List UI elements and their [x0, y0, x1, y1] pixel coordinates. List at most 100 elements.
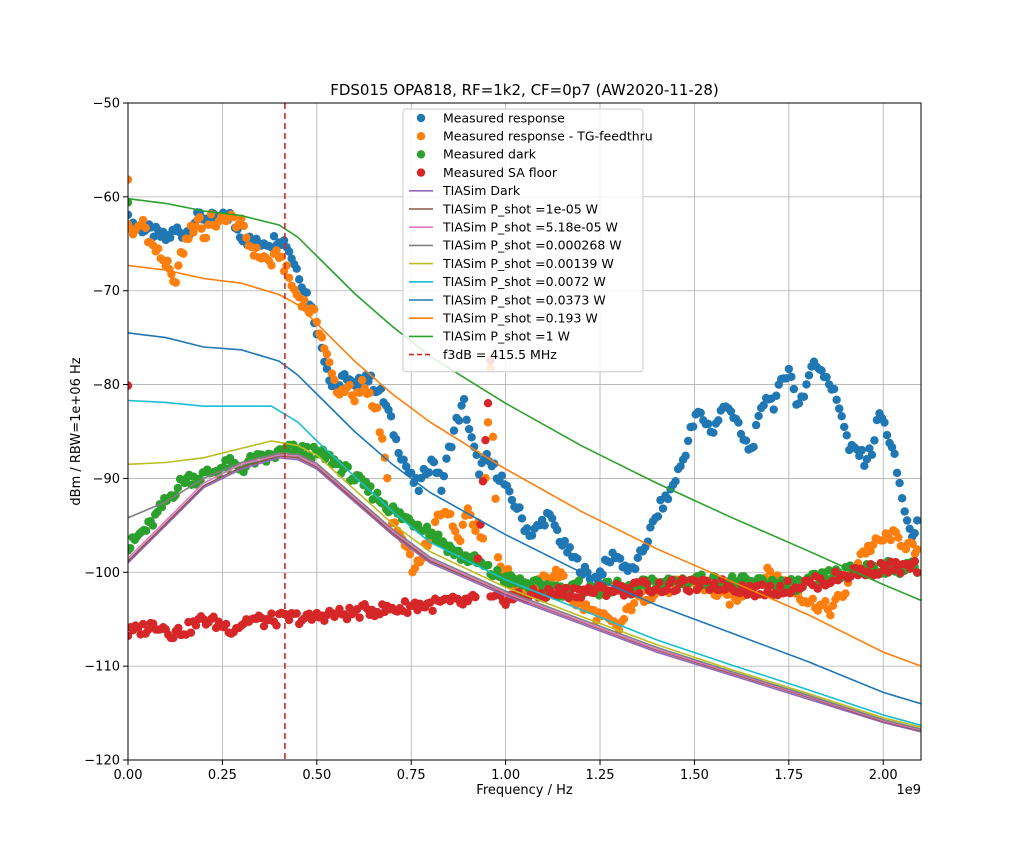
x-offset-label: 1e9	[896, 783, 921, 798]
y-tick-label: −100	[84, 566, 120, 581]
scatter-point	[429, 458, 439, 467]
legend-entry: TIASim P_shot =0.00139 W	[409, 256, 614, 271]
line-series-1	[128, 455, 921, 732]
scatter-point	[680, 576, 689, 585]
scatter-point	[478, 534, 488, 543]
legend-entry: TIASim P_shot =0.0072 W	[409, 274, 606, 289]
legend-entry: TIASim P_shot =1e-05 W	[409, 201, 598, 216]
scatter-point	[459, 394, 469, 404]
scatter-point	[913, 545, 921, 554]
y-tick-label: −70	[93, 284, 120, 299]
x-tick-label: 1.00	[491, 768, 520, 783]
scatter-point	[141, 223, 150, 233]
legend-marker	[416, 150, 426, 159]
line-series-6	[128, 332, 921, 705]
scatter-point	[451, 527, 460, 536]
scatter-point	[430, 517, 440, 527]
scatter-point	[808, 594, 817, 603]
legend-label: f3dB = 415.5 MHz	[443, 347, 557, 362]
scatter-point	[676, 462, 685, 471]
scatter-point	[191, 621, 201, 630]
scatter-point	[817, 366, 826, 375]
scatter-point	[334, 459, 343, 468]
scatter-point	[615, 554, 625, 563]
scatter-point	[695, 582, 704, 591]
legend-label: Measured response - TG-feedthru	[443, 129, 653, 144]
scatter-point	[267, 261, 276, 270]
scatter-point	[896, 568, 905, 578]
scatter-point	[447, 443, 456, 452]
scatter-point	[769, 405, 778, 414]
scatter-point	[166, 233, 175, 242]
scatter-point	[908, 539, 917, 549]
scatter-point	[407, 468, 416, 478]
scatter-point	[491, 494, 500, 503]
scatter-point	[437, 486, 446, 496]
legend-label: TIASim P_shot =0.0373 W	[442, 292, 606, 307]
scatter-point	[507, 495, 517, 505]
scatter-point	[457, 401, 466, 410]
line-series-4	[128, 440, 921, 728]
scatter-point	[327, 369, 337, 378]
scatter-point	[784, 364, 794, 374]
y-tick-label: −90	[93, 472, 120, 487]
legend-entry: TIASim P_shot =0.000268 W	[409, 238, 622, 253]
scatter-point	[882, 430, 892, 440]
scatter-point	[471, 526, 480, 535]
scatter-point	[186, 628, 196, 637]
scatter-point	[174, 623, 183, 633]
y-tick-label: −110	[84, 660, 120, 675]
scatter-point	[173, 483, 183, 493]
scatter-point	[378, 434, 387, 443]
line-series-5	[128, 399, 921, 727]
scatter-point	[467, 433, 476, 442]
scatter-point	[631, 564, 640, 574]
scatter-point	[439, 471, 449, 481]
x-tick-label: 0.50	[302, 768, 331, 783]
scatter-point	[554, 583, 563, 593]
y-tick-label: −120	[84, 754, 120, 769]
scatter-point	[391, 434, 401, 444]
line-series-3	[128, 452, 921, 730]
scatter-point	[672, 585, 682, 595]
scatter-point	[462, 415, 471, 425]
scatter-point	[169, 633, 178, 643]
scatter-point	[822, 372, 831, 382]
scatter-point	[813, 584, 822, 593]
scatter-point	[667, 575, 676, 585]
scatter-point	[789, 384, 799, 394]
x-tick-label: 1.75	[774, 768, 803, 783]
scatter-point	[493, 565, 502, 575]
scatter-point	[865, 444, 874, 453]
scatter-point	[458, 520, 468, 529]
legend-entry: Measured response - TG-feedthru	[416, 129, 653, 144]
scatter-point	[322, 349, 332, 359]
legend-label: TIASim P_shot =5.18e-05 W	[442, 220, 618, 235]
scatter-point	[405, 550, 415, 559]
legend-label: TIASim P_shot =0.193 W	[442, 311, 598, 326]
scatter-point	[179, 249, 188, 258]
legend-label: TIASim P_shot =1 W	[442, 329, 570, 344]
scatter-point	[900, 507, 909, 516]
scatter-point	[383, 473, 392, 483]
scatter-point	[272, 621, 281, 630]
scatter-point	[141, 526, 151, 535]
line-series-0	[128, 456, 921, 733]
scatter-point	[860, 461, 869, 471]
scatter-point	[282, 261, 291, 270]
scatter-point	[527, 531, 537, 540]
scatter-point	[759, 401, 768, 410]
scatter-point	[857, 445, 867, 455]
scatter-point	[749, 442, 758, 452]
scatter-point	[787, 372, 796, 381]
scatter-point	[434, 530, 443, 539]
scatter-point	[540, 521, 549, 530]
scatter-point	[553, 525, 562, 535]
line-series-2	[128, 454, 921, 731]
scatter-point	[758, 580, 767, 589]
legend-box	[402, 108, 644, 373]
scatter-point	[829, 384, 839, 394]
scatter-point	[259, 621, 269, 631]
line-series-7	[128, 264, 921, 667]
